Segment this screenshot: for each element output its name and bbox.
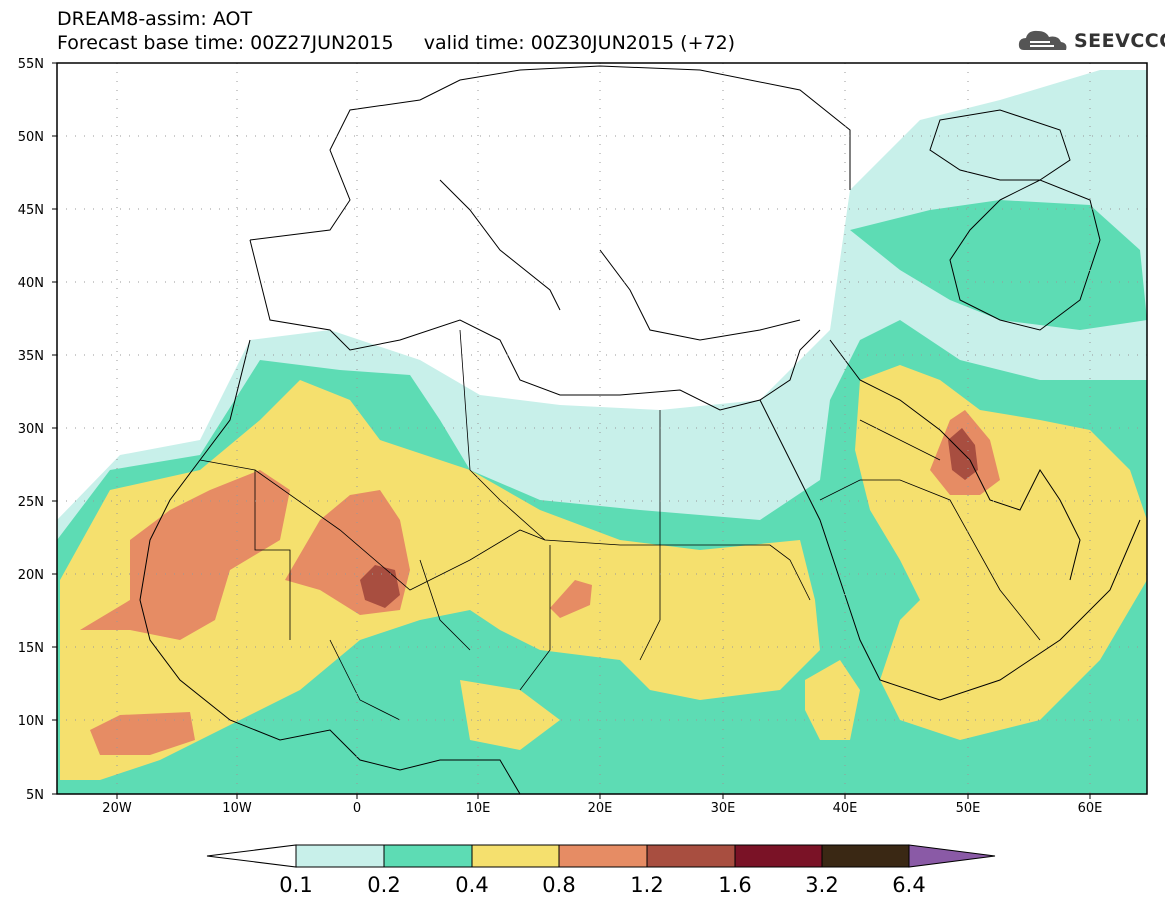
seevccc-logo: SEEVCCC xyxy=(1016,26,1165,56)
aot-colorbar: 0.1 0.2 0.4 0.8 1.2 1.6 3.2 6.4 xyxy=(206,844,996,897)
colorbar-label: 0.8 xyxy=(542,873,575,897)
lat-label: 50N xyxy=(18,130,44,145)
logo-text: SEEVCCC xyxy=(1074,30,1165,52)
colorbar-label: 0.4 xyxy=(455,873,488,897)
lat-label: 55N xyxy=(18,57,44,72)
colorbar-lower-arrow xyxy=(206,844,297,868)
lat-label: 45N xyxy=(18,203,44,218)
lat-ticks xyxy=(52,62,57,795)
aot-0.4-region-central xyxy=(460,680,560,750)
aot-0.8-region-south xyxy=(90,712,195,755)
colorbar-segments xyxy=(295,844,910,868)
lat-label: 30N xyxy=(18,422,44,437)
lat-label: 15N xyxy=(18,641,44,656)
map-title: DREAM8-assim: AOT xyxy=(57,8,253,30)
longitude-labels: 20W 10W 0 10E 20E 30E 40E 50E 60E xyxy=(102,801,1102,816)
colorbar-segment xyxy=(471,844,560,868)
map-subtitle: Forecast base time: 00Z27JUN2015 valid t… xyxy=(57,32,736,54)
coastlines xyxy=(139,65,1141,794)
aot-0.2-region-north xyxy=(850,200,1147,330)
colorbar-label: 1.2 xyxy=(630,873,663,897)
colorbar-label: 0.2 xyxy=(367,873,400,897)
colorbar-label: 0.1 xyxy=(279,873,312,897)
lon-ticks xyxy=(116,794,1091,799)
colorbar-labels: 0.1 0.2 0.4 0.8 1.2 1.6 3.2 6.4 xyxy=(279,873,925,897)
lat-label: 40N xyxy=(18,276,44,291)
colorbar-segment xyxy=(734,844,823,868)
colorbar-label: 6.4 xyxy=(892,873,925,897)
lat-label: 25N xyxy=(18,495,44,510)
lat-label: 20N xyxy=(18,568,44,583)
colorbar-segment xyxy=(295,844,385,868)
lat-label: 10N xyxy=(18,714,44,729)
latitude-labels: 55N 50N 45N 40N 35N 30N 25N 20N 15N 10N … xyxy=(18,57,44,803)
lon-label: 50E xyxy=(956,801,981,816)
colorbar-label: 3.2 xyxy=(805,873,838,897)
lon-label: 60E xyxy=(1078,801,1103,816)
cloud-logo-icon xyxy=(1018,30,1067,50)
lon-label: 10E xyxy=(466,801,491,816)
colorbar-segment xyxy=(821,844,910,868)
aot-0.8-region-west xyxy=(80,470,290,640)
aot-contours xyxy=(57,70,1147,794)
lon-label: 20E xyxy=(588,801,613,816)
aot-0.4-region-horn xyxy=(805,660,860,740)
colorbar-segment xyxy=(646,844,736,868)
lon-label: 10W xyxy=(222,801,252,816)
lon-label: 0 xyxy=(353,801,361,816)
colorbar-segment xyxy=(558,844,648,868)
aot-1.2-region xyxy=(360,565,400,608)
lon-label: 20W xyxy=(102,801,132,816)
country-borders xyxy=(199,329,1041,721)
aot-1.2-region-gulf xyxy=(948,428,978,480)
lon-label: 40E xyxy=(833,801,858,816)
aot-0.8-region-chad xyxy=(550,580,592,618)
lon-label: 30E xyxy=(711,801,736,816)
colorbar-segment xyxy=(383,844,473,868)
lat-label: 35N xyxy=(18,349,44,364)
aot-0.4-region-arabia xyxy=(855,365,1147,740)
colorbar-upper-arrow xyxy=(908,844,996,868)
lat-label: 5N xyxy=(26,788,44,803)
aot-map: 55N 50N 45N 40N 35N 30N 25N 20N 15N 10N … xyxy=(18,57,1148,816)
colorbar-label: 1.6 xyxy=(718,873,751,897)
